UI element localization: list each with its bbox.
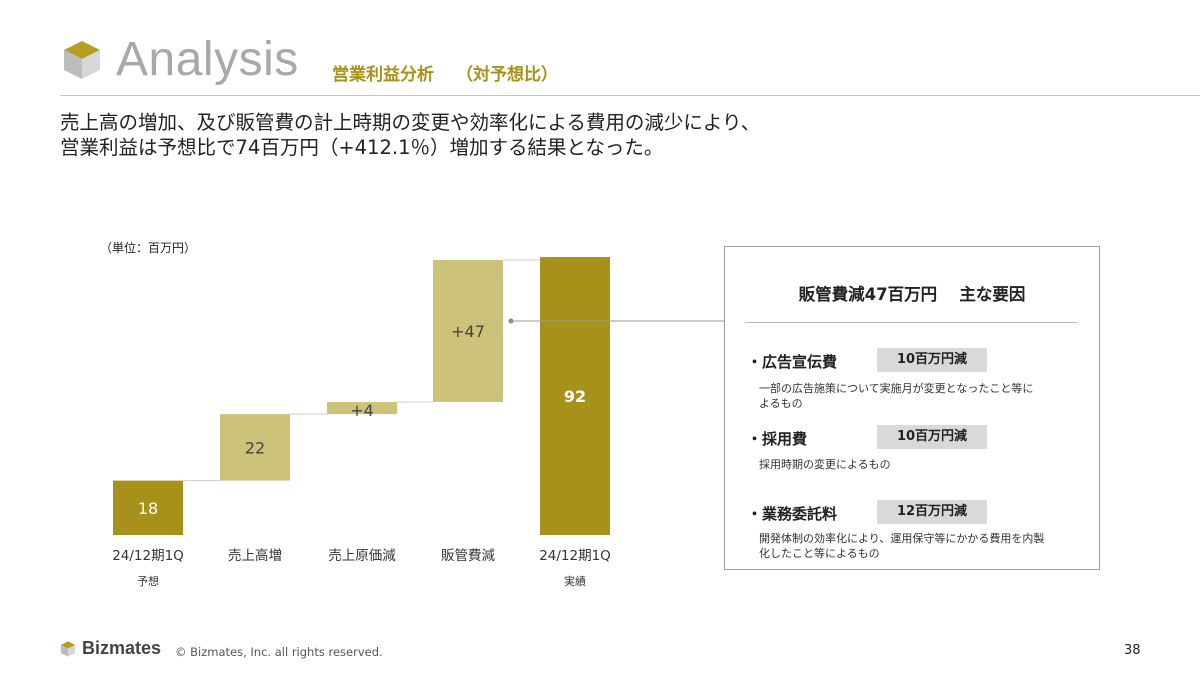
factor-amount-badge: 10百万円減 — [877, 348, 987, 372]
category-label-4: 24/12期1Q — [539, 548, 611, 564]
bar-value-label-1: 22 — [245, 438, 265, 457]
factor-name: ・業務委託料 — [747, 505, 838, 523]
factor-description: 採用時期の変更によるもの — [759, 457, 1079, 472]
factor-name: ・採用費 — [747, 430, 808, 448]
factor-description: 一部の広告施策について実施月が変更となったこと等に よるもの — [759, 381, 1079, 411]
logo-cube-icon — [64, 41, 100, 79]
desc-line: 採用時期の変更によるもの — [759, 458, 891, 471]
bar-2 — [327, 402, 397, 415]
bar-0 — [113, 480, 183, 535]
bar-value-label-2: +4 — [350, 401, 374, 420]
subtitle-text: 営業利益分析 — [332, 65, 434, 85]
panel-divider — [745, 322, 1077, 323]
bar-1 — [220, 414, 290, 481]
footer-copyright: © Bizmates, Inc. all rights reserved. — [175, 645, 383, 659]
bar-value-label-3: +47 — [451, 322, 485, 341]
category-label-0: 24/12期1Q — [112, 548, 184, 564]
headline-line-1: 売上高の増加、及び販管費の計上時期の変更や効率化による費用の減少により、 — [60, 111, 761, 134]
factor-name: ・広告宣伝費 — [747, 353, 838, 371]
bar-3 — [433, 260, 503, 403]
desc-line: 化したこと等によるもの — [759, 547, 880, 560]
chart-unit-label: （単位：百万円） — [100, 241, 197, 255]
desc-line: 開発体制の効率化により、運用保守等にかかる費用を内製 — [759, 532, 1045, 545]
factor-description: 開発体制の効率化により、運用保守等にかかる費用を内製 化したこと等によるもの — [759, 531, 1079, 561]
category-sublabel-0: 予想 — [137, 574, 159, 588]
factors-panel: 販管費減47百万円 主な要因 ・広告宣伝費 10百万円減 一部の広告施策について… — [724, 246, 1100, 570]
desc-line: よるもの — [759, 397, 803, 410]
desc-line: 一部の広告施策について実施月が変更となったこと等に — [759, 382, 1034, 395]
subtitle-paren: （対予想比） — [456, 65, 558, 85]
page-number: 38 — [1124, 643, 1141, 658]
category-label-2: 売上原価減 — [328, 547, 396, 564]
panel-title: 販管費減47百万円 主な要因 — [798, 285, 1026, 304]
category-label-1: 売上高増 — [228, 547, 282, 564]
bar-value-label-4: 92 — [564, 387, 586, 406]
page-subtitle: 営業利益分析 （対予想比） — [332, 60, 558, 85]
factor-amount-badge: 10百万円減 — [877, 425, 987, 449]
category-sublabel-4: 実績 — [564, 574, 586, 588]
footer-logo-icon — [60, 641, 76, 657]
category-label-3: 販管費減 — [441, 547, 495, 564]
headline: 売上高の増加、及び販管費の計上時期の変更や効率化による費用の減少により、 営業利… — [60, 110, 760, 160]
headline-line-2: 営業利益は予想比で74百万円（+412.1％）増加する結果となった。 — [60, 136, 664, 159]
bar-4 — [540, 257, 610, 535]
page-title: Analysis — [116, 33, 299, 86]
bar-value-label-0: 18 — [138, 499, 158, 518]
title-divider — [60, 95, 1200, 96]
factor-amount-badge: 12百万円減 — [877, 500, 987, 524]
footer-brand: Bizmates — [82, 638, 162, 658]
